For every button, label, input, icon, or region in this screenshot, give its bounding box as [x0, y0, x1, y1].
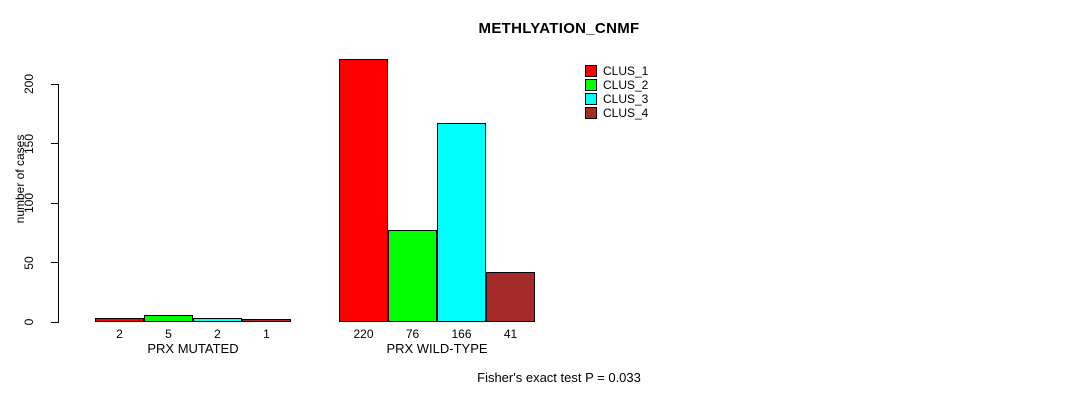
legend-item: CLUS_4: [585, 106, 648, 120]
legend-item: CLUS_3: [585, 92, 648, 106]
legend-color-swatch: [585, 93, 597, 105]
legend-label: CLUS_3: [603, 92, 649, 106]
bar-value-label: 2: [116, 327, 123, 341]
legend-color-swatch: [585, 79, 597, 91]
y-tick: [51, 83, 58, 85]
x-axis-group-label: PRX WILD-TYPE: [386, 341, 488, 356]
bar-clus_1-2: [339, 58, 388, 322]
legend-item: CLUS_1: [585, 64, 648, 78]
bar-clus_1-1: [95, 318, 144, 322]
x-axis-group-label: PRX MUTATED: [147, 341, 239, 356]
y-tick: [51, 143, 58, 145]
bar-value-label: 220: [353, 327, 374, 341]
y-tick-label: 0: [22, 318, 36, 326]
bar-clus_3-2: [437, 122, 486, 322]
bar-clus_3-1: [193, 318, 242, 322]
bar-value-label: 1: [263, 327, 270, 341]
bar-clus_4-1: [242, 319, 291, 322]
y-tick: [51, 262, 58, 264]
legend-color-swatch: [585, 107, 597, 119]
y-tick-label: 50: [22, 255, 36, 270]
bar-clus_2-1: [144, 314, 193, 322]
legend-label: CLUS_1: [603, 64, 649, 78]
legend-label: CLUS_4: [603, 106, 649, 120]
y-axis-line: [58, 84, 60, 323]
fisher-test-annotation: Fisher's exact test P = 0.033: [477, 370, 641, 385]
y-tick-label: 100: [22, 192, 36, 214]
legend-item: CLUS_2: [585, 78, 648, 92]
bar-value-label: 76: [405, 327, 420, 341]
y-tick: [51, 321, 58, 323]
bar-value-label: 41: [503, 327, 518, 341]
legend-label: CLUS_2: [603, 78, 649, 92]
bar-clus_2-2: [388, 230, 437, 322]
bar-value-label: 5: [165, 327, 172, 341]
chart-title: METHLYATION_CNMF: [478, 20, 640, 37]
bar-value-label: 2: [214, 327, 221, 341]
y-tick: [51, 202, 58, 204]
y-tick-label: 150: [22, 133, 36, 154]
y-tick-label: 200: [22, 73, 36, 95]
legend: CLUS_1 CLUS_2 CLUS_3 CLUS_4: [585, 64, 648, 120]
bar-value-label: 166: [451, 327, 472, 341]
bar-clus_4-2: [486, 271, 535, 322]
legend-color-swatch: [585, 65, 597, 77]
